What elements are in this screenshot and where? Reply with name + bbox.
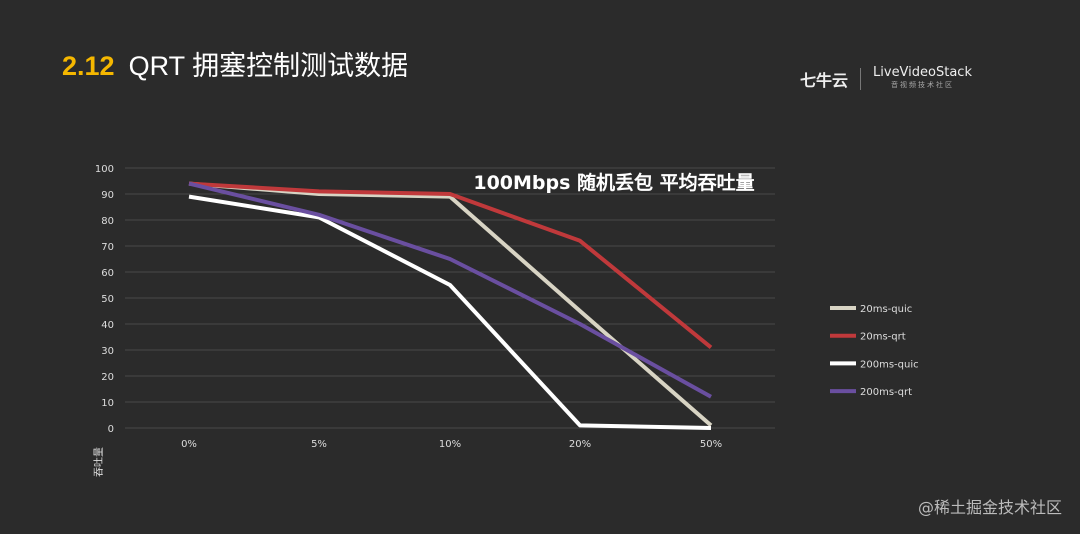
x-tick-label: 10% (439, 439, 461, 450)
chart-title: 100Mbps 随机丢包 平均吞吐量 (473, 171, 754, 194)
livevideostack-logo: LiveVideoStack 音视频技术社区 (873, 65, 972, 89)
legend-label: 200ms-qrt (860, 387, 912, 398)
y-tick-label: 20 (101, 372, 114, 383)
y-tick-label: 30 (101, 346, 114, 357)
legend-label: 20ms-qrt (860, 332, 906, 343)
logo-divider (860, 68, 862, 90)
y-tick-label: 80 (101, 216, 114, 227)
y-tick-label: 70 (101, 242, 114, 253)
x-tick-label: 0% (181, 439, 197, 450)
y-tick-label: 90 (101, 190, 114, 201)
legend-label: 20ms-quic (860, 304, 912, 315)
page-title: 2.12 QRT 拥塞控制测试数据 (62, 44, 408, 83)
y-tick-label: 50 (101, 294, 114, 305)
series-line-200ms-qrt (188, 181, 712, 399)
series-line-200ms-quic (188, 194, 712, 430)
y-tick-label: 10 (101, 398, 114, 409)
section-number: 2.12 (62, 51, 115, 81)
y-tick-label: 100 (95, 164, 114, 175)
y-tick-label: 60 (101, 268, 114, 279)
qiniu-logo: 七牛云 (800, 71, 849, 90)
y-axis-label: 吞吐量 (93, 447, 105, 477)
series-line-20ms-qrt (188, 181, 713, 349)
logo: 七牛云 LiveVideoStack 音视频技术社区 (800, 66, 972, 92)
x-tick-label: 50% (700, 439, 722, 450)
legend-label: 200ms-quic (860, 359, 919, 370)
title-text: QRT 拥塞控制测试数据 (128, 51, 409, 81)
watermark: @稀土掘金技术社区 (917, 498, 1062, 517)
y-tick-label: 0 (108, 424, 114, 435)
x-tick-label: 5% (311, 439, 327, 450)
y-tick-label: 40 (101, 320, 114, 331)
x-tick-label: 20% (569, 439, 591, 450)
